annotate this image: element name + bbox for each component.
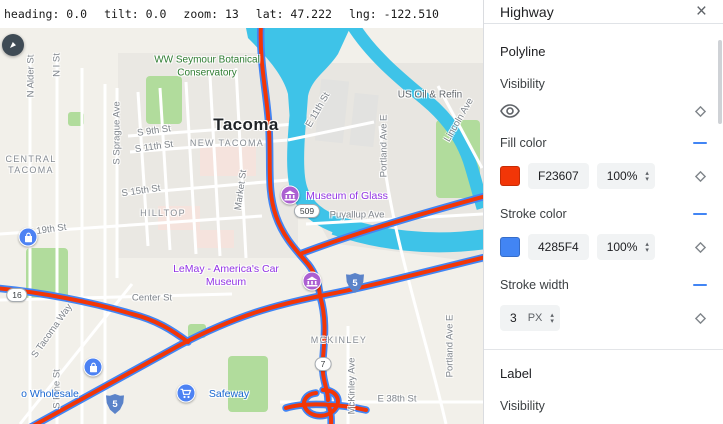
inherit-diamond-icon[interactable] [694, 170, 707, 183]
street-label-portland-n: Portland Ave E [378, 114, 390, 178]
museum-icon[interactable] [280, 185, 300, 205]
stroke-width-unit: PX [527, 312, 543, 324]
status-lat: lat: 47.222 [255, 7, 332, 21]
route-16-shield: 16 [6, 288, 28, 302]
inherit-diamond-icon[interactable] [694, 312, 707, 325]
district-label-hilltop: HILLTOP [140, 208, 186, 218]
stroke-color-label: Stroke color [500, 207, 567, 221]
route-509-shield: 509 [293, 204, 321, 218]
poi-label-safeway[interactable]: Safeway [208, 388, 250, 400]
panel-scrollbar[interactable] [718, 40, 722, 124]
fill-color-label: Fill color [500, 136, 547, 150]
district-label-central-tacoma: CENTRAL TACOMA [5, 153, 57, 175]
stroke-width-stepper[interactable]: 3 PX ▴ ▾ [500, 305, 560, 331]
polyline-section-heading: Polyline [500, 44, 546, 59]
stroke-color-hex-input[interactable]: 4285F4 [528, 234, 589, 260]
remove-icon[interactable] [693, 283, 707, 287]
street-label-n-i: N I St [51, 53, 63, 77]
status-lng: lng: -122.510 [348, 7, 439, 21]
shopping-bag-icon[interactable] [83, 357, 103, 377]
map-canvas[interactable]: Tacoma NEW TACOMA CENTRAL TACOMA HILLTOP… [0, 28, 483, 424]
poi-label-us-oil: US Oil & Refin [397, 89, 463, 101]
shopping-cart-icon[interactable] [176, 383, 196, 403]
stroke-color-swatch[interactable] [500, 237, 520, 257]
district-label-mckinley: MCKINLEY [310, 335, 368, 345]
museum-icon[interactable] [302, 271, 322, 291]
stepper-arrows-icon[interactable]: ▴ ▾ [645, 169, 649, 183]
status-tilt: tilt: 0.0 [104, 7, 167, 21]
route-7-shield: 7 [314, 357, 332, 371]
stroke-width-label: Stroke width [500, 278, 569, 292]
stepper-arrows-icon[interactable]: ▴ ▾ [550, 311, 554, 325]
interstate-5-shield: 5 [106, 394, 124, 414]
label-visibility-label: Visibility [500, 399, 545, 413]
map-drawing [0, 28, 483, 424]
poi-label-lemay[interactable]: LeMay - America's Car Museum [173, 262, 279, 288]
compass-icon[interactable] [2, 34, 24, 56]
stroke-width-value[interactable]: 3 [510, 311, 517, 325]
street-label-sprague: S Sprague Ave [111, 101, 123, 165]
poi-label-wholesale[interactable]: o Wholesale [21, 388, 79, 400]
street-label-e38: E 38th St [377, 393, 417, 405]
inherit-diamond-icon[interactable] [694, 105, 707, 118]
street-label-mckinley-ave: McKinley Ave [346, 357, 358, 415]
status-heading: heading: 0.0 [4, 7, 88, 21]
stroke-opacity-value[interactable]: 100% [606, 240, 638, 254]
street-label-portland-s: Portland Ave E [444, 314, 456, 378]
street-label-n-alder: N Alder St [25, 54, 37, 98]
visibility-eye-icon[interactable] [500, 104, 520, 118]
inherit-diamond-icon[interactable] [694, 241, 707, 254]
interstate-5-shield: 5 [346, 273, 364, 293]
fill-color-swatch[interactable] [500, 166, 520, 186]
remove-icon[interactable] [693, 212, 707, 216]
shopping-bag-icon[interactable] [18, 227, 38, 247]
fill-opacity-value[interactable]: 100% [606, 169, 638, 183]
panel-body: Polyline Visibility Fill color F23607 [484, 24, 723, 424]
panel-title: Highway [500, 3, 554, 20]
panel-header: Highway × [484, 0, 723, 24]
status-zoom: zoom: 13 [183, 7, 239, 21]
map-pane: heading: 0.0 tilt: 0.0 zoom: 13 lat: 47.… [0, 0, 483, 424]
poi-label-conservatory[interactable]: WW Seymour Botanical Conservatory [154, 54, 260, 79]
visibility-label: Visibility [500, 77, 545, 91]
district-label-new-tacoma: NEW TACOMA [189, 138, 265, 148]
style-panel: Highway × Polyline Visibility Fill color [483, 0, 723, 424]
fill-opacity-stepper[interactable]: 100% ▴ ▾ [596, 163, 655, 189]
close-icon[interactable]: × [695, 1, 707, 22]
label-section-heading: Label [500, 366, 532, 381]
status-bar: heading: 0.0 tilt: 0.0 zoom: 13 lat: 47.… [0, 0, 483, 28]
street-label-center: Center St [131, 292, 173, 304]
stepper-arrows-icon[interactable]: ▴ ▾ [645, 240, 649, 254]
section-divider [484, 349, 723, 350]
city-label: Tacoma [213, 115, 279, 134]
remove-icon[interactable] [693, 141, 707, 145]
fill-color-hex-input[interactable]: F23607 [528, 163, 589, 189]
stroke-opacity-stepper[interactable]: 100% ▴ ▾ [596, 234, 655, 260]
poi-label-museum-of-glass[interactable]: Museum of Glass [306, 190, 388, 202]
street-label-puyallup: Puyallup Ave [329, 209, 385, 221]
